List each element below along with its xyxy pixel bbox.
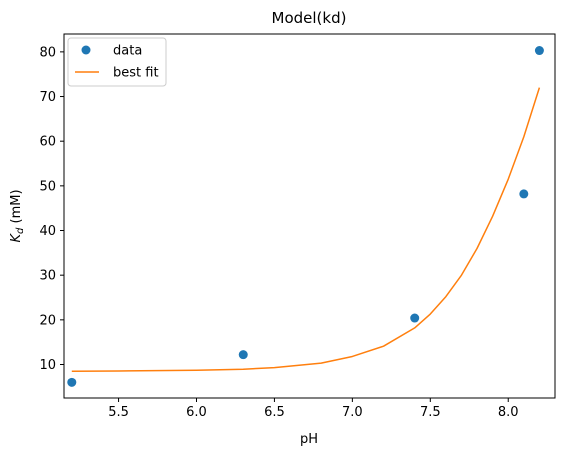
x-axis-label: pH <box>300 432 318 447</box>
legend-data-label: data <box>113 44 142 59</box>
series-best-fit-line <box>71 87 541 372</box>
y-tick-label: 20 <box>39 313 56 328</box>
legend-data-marker <box>81 45 91 55</box>
data-point <box>519 189 529 199</box>
y-axis-label-subscript: d <box>15 227 26 234</box>
data-point <box>410 313 420 323</box>
y-tick-label: 60 <box>39 135 56 150</box>
y-tick-label: 40 <box>39 224 56 239</box>
y-axis-label-symbol: K <box>9 233 24 243</box>
points-layer <box>67 46 544 387</box>
y-tick-label: 10 <box>39 358 56 373</box>
y-tick-label: 70 <box>39 90 56 105</box>
x-tick-label: 6.5 <box>264 405 285 420</box>
legend: data best fit <box>67 37 167 87</box>
chart-title: Model(kd) <box>272 9 347 27</box>
legend-box <box>67 37 167 87</box>
x-tick-label: 8.0 <box>498 405 519 420</box>
data-point <box>534 46 544 56</box>
legend-fit-label: best fit <box>113 66 159 81</box>
y-axis-label: Kd (mM) <box>9 189 26 242</box>
x-tick-label: 7.0 <box>342 405 363 420</box>
data-point <box>67 377 77 387</box>
plot-background <box>64 34 555 398</box>
plot-area <box>63 33 556 399</box>
x-tick-label: 6.0 <box>186 405 207 420</box>
plot-frame <box>63 33 556 399</box>
y-tick-label: 80 <box>39 45 56 60</box>
x-tick-label: 5.5 <box>108 405 129 420</box>
data-point <box>238 350 248 360</box>
x-tick-label: 7.5 <box>420 405 441 420</box>
y-tick-label: 30 <box>39 269 56 284</box>
y-axis-label-unit: (mM) <box>9 189 24 227</box>
fit-layer <box>71 87 541 372</box>
y-tick-label: 50 <box>39 179 56 194</box>
x-axis: 5.5 6.0 6.5 7.0 7.5 8.0 <box>108 398 519 420</box>
y-axis: 10 20 30 40 50 60 70 80 <box>39 45 64 373</box>
